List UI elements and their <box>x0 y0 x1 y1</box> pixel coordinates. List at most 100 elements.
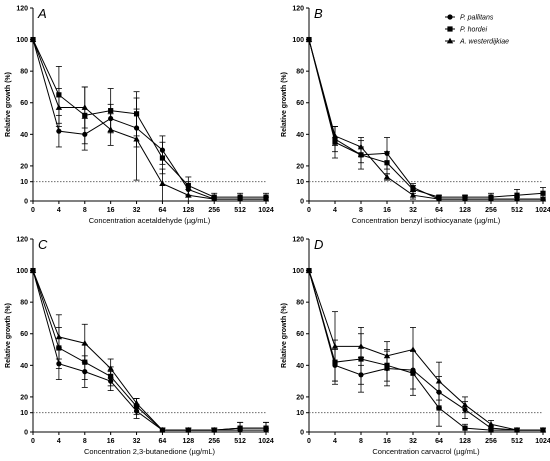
series-line <box>32 270 266 431</box>
legend-label: P. hordei <box>460 27 488 34</box>
y-tick-label: 10 <box>20 179 28 186</box>
y-tick-label: 10 <box>296 179 304 186</box>
panel-letter: A <box>37 6 47 21</box>
series-circle <box>306 36 546 202</box>
x-axis-label: Concentration 2,3-butanedione (µg/mL) <box>84 447 216 456</box>
data-point <box>29 267 37 273</box>
data-point <box>236 195 244 202</box>
y-tick-label: 60 <box>296 100 304 107</box>
series-line <box>32 39 266 198</box>
y-tick-label: 40 <box>296 363 304 370</box>
data-point <box>211 426 218 433</box>
series-square <box>30 267 269 433</box>
x-tick-label: 512 <box>511 438 523 445</box>
y-tick-label: 0 <box>24 199 28 206</box>
data-point <box>159 155 166 161</box>
x-tick-label: 32 <box>409 207 417 214</box>
series-triangle <box>29 36 270 202</box>
series-line <box>32 270 266 431</box>
y-tick-label: 0 <box>24 430 28 437</box>
x-axis-label: Concentration acetaldehyde (µg/mL) <box>89 216 211 225</box>
legend-label: P. pallitans <box>460 15 494 22</box>
y-tick-label: 20 <box>296 394 304 401</box>
data-point <box>513 426 521 433</box>
x-tick-label: 512 <box>234 207 246 214</box>
y-tick-label: 60 <box>20 331 28 338</box>
x-tick-label: 0 <box>31 438 35 445</box>
x-tick-label: 512 <box>511 207 523 214</box>
data-point <box>410 370 416 376</box>
data-point <box>305 267 313 273</box>
panel-b: 0 10 20 40 60 80 100 120 0 4 8 16 32 64 128 256 512 1024 C… <box>281 6 550 226</box>
y-tick-label: 40 <box>296 132 304 139</box>
data-point <box>461 195 469 202</box>
data-point <box>461 401 469 408</box>
data-point <box>436 405 442 411</box>
data-point <box>539 195 547 202</box>
legend-marker-circle <box>447 14 453 20</box>
y-tick-label: 100 <box>16 268 28 275</box>
x-tick-label: 16 <box>107 207 115 214</box>
data-point <box>107 365 114 371</box>
series-line <box>308 270 543 431</box>
series-triangle <box>29 267 270 433</box>
data-point <box>236 424 244 431</box>
data-point <box>262 195 270 202</box>
x-tick-label: 256 <box>485 207 497 214</box>
series-line <box>308 39 544 198</box>
data-point <box>435 195 443 202</box>
data-point <box>108 108 114 114</box>
y-tick-label: 120 <box>16 6 28 13</box>
y-axis-label: Relative growth (%) <box>281 303 288 368</box>
y-tick-label: 120 <box>292 6 304 13</box>
data-point <box>487 195 495 202</box>
data-point <box>185 182 191 189</box>
y-tick-label: 120 <box>292 237 304 244</box>
x-tick-label: 8 <box>359 207 363 214</box>
series-circle <box>306 267 546 433</box>
panel-letter: D <box>314 237 323 252</box>
data-point <box>357 143 365 150</box>
series-circle <box>30 36 269 202</box>
x-tick-label: 0 <box>307 438 311 445</box>
y-tick-label: 100 <box>292 37 304 44</box>
data-point <box>185 192 192 198</box>
x-tick-label: 4 <box>333 438 337 445</box>
series-line <box>308 270 543 431</box>
x-tick-label: 128 <box>182 207 194 214</box>
data-point <box>29 36 37 42</box>
x-tick-label: 8 <box>359 438 363 445</box>
series-line <box>308 39 543 200</box>
panel-a: 0 10 20 40 60 80 100 120 0 4 8 16 32 64 128 256 512 1024 C… <box>5 6 274 226</box>
x-tick-label: 32 <box>409 438 417 445</box>
data-point <box>383 352 391 359</box>
x-tick-label: 16 <box>383 207 391 214</box>
data-point <box>211 195 218 202</box>
data-point <box>305 36 313 42</box>
data-point <box>384 160 390 166</box>
y-tick-label: 10 <box>296 410 304 417</box>
y-tick-label: 80 <box>296 69 304 76</box>
x-tick-label: 64 <box>159 207 167 214</box>
x-tick-label: 4 <box>57 438 61 445</box>
data-point <box>462 425 468 431</box>
y-tick-label: 120 <box>16 237 28 244</box>
x-tick-label: 64 <box>435 207 443 214</box>
data-point <box>487 421 495 427</box>
data-point <box>514 192 520 198</box>
x-tick-label: 16 <box>383 438 391 445</box>
x-tick-label: 8 <box>83 207 87 214</box>
data-point <box>55 333 63 340</box>
x-tick-label: 1024 <box>258 438 274 445</box>
series-triangle <box>305 36 547 202</box>
x-tick-label: 128 <box>459 438 471 445</box>
y-tick-label: 80 <box>20 69 28 76</box>
x-tick-label: 4 <box>333 207 337 214</box>
data-point <box>331 132 339 139</box>
series-line <box>32 39 266 200</box>
x-tick-label: 32 <box>133 207 141 214</box>
legend: P. pallitans P. hordei A. westerdijkiae <box>445 14 509 46</box>
series-triangle <box>305 267 547 433</box>
x-tick-label: 512 <box>234 438 246 445</box>
